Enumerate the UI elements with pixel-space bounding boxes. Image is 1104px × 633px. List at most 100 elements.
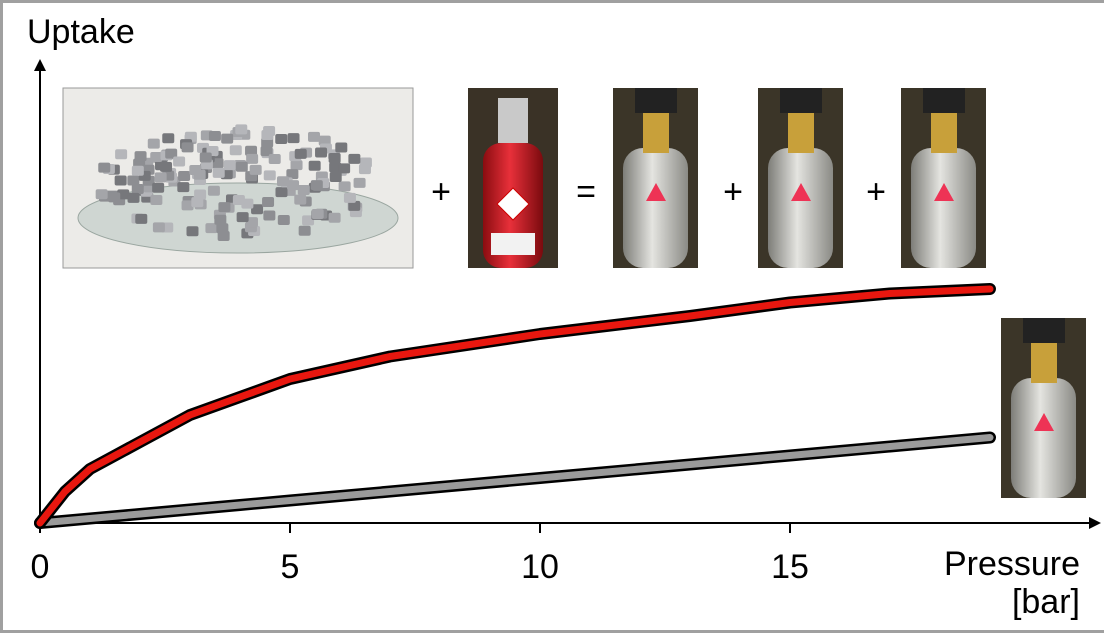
pellet bbox=[263, 211, 275, 221]
pellet bbox=[209, 131, 221, 141]
pellet bbox=[108, 192, 120, 202]
pellet bbox=[213, 168, 225, 178]
bottle-cap bbox=[1023, 318, 1065, 343]
cylinder-label bbox=[491, 233, 535, 255]
pellet bbox=[160, 162, 172, 172]
pellet bbox=[177, 182, 189, 192]
line bbox=[40, 289, 990, 523]
bottle-valve bbox=[931, 113, 957, 153]
line bbox=[40, 438, 990, 524]
pellet bbox=[235, 124, 247, 134]
pellet bbox=[115, 175, 127, 185]
bottle bbox=[1011, 378, 1076, 498]
pellet bbox=[299, 226, 311, 236]
pellet bbox=[335, 143, 347, 153]
pellet bbox=[269, 154, 281, 164]
pellet bbox=[275, 134, 287, 144]
pellet bbox=[338, 163, 350, 173]
pellet bbox=[344, 193, 356, 203]
pellet bbox=[150, 195, 162, 205]
pellet bbox=[189, 165, 201, 175]
operator: = bbox=[576, 173, 596, 211]
bottle bbox=[911, 148, 976, 268]
pellet bbox=[329, 153, 341, 163]
valve bbox=[498, 98, 528, 143]
pellet bbox=[98, 163, 110, 173]
slide: Uptake +=++051015 Pressure [bar] bbox=[0, 0, 1104, 633]
pellet bbox=[311, 180, 323, 190]
pellet bbox=[359, 164, 371, 174]
pellet bbox=[173, 157, 185, 167]
pellet bbox=[230, 145, 242, 155]
pellet bbox=[233, 195, 245, 205]
pellet bbox=[224, 160, 236, 170]
x-tick-label: 0 bbox=[31, 548, 50, 586]
pellet bbox=[261, 130, 273, 140]
pellet bbox=[186, 226, 198, 236]
pellet bbox=[264, 170, 276, 180]
pellet bbox=[152, 183, 164, 193]
pellet bbox=[162, 133, 174, 143]
pellet bbox=[132, 184, 144, 194]
pellet bbox=[221, 134, 233, 144]
pellet bbox=[236, 162, 248, 172]
x-tick-label: 10 bbox=[521, 548, 559, 586]
pellet bbox=[354, 178, 366, 188]
pellet bbox=[218, 202, 230, 212]
pellet bbox=[278, 215, 290, 225]
pellet bbox=[246, 154, 258, 164]
pellet bbox=[312, 209, 324, 219]
pellet bbox=[329, 213, 341, 223]
operator: + bbox=[866, 173, 886, 211]
pellet bbox=[96, 189, 108, 199]
pellet bbox=[153, 222, 165, 232]
pellet bbox=[200, 152, 212, 162]
bottle bbox=[768, 148, 833, 268]
pellet bbox=[339, 181, 351, 191]
pellet bbox=[150, 152, 162, 162]
y-axis-label: Uptake bbox=[27, 13, 135, 51]
bottle-valve bbox=[788, 113, 814, 153]
pellet bbox=[182, 142, 194, 152]
bottle bbox=[623, 148, 688, 268]
pellet bbox=[294, 195, 306, 205]
pellet bbox=[218, 231, 230, 241]
pellet bbox=[214, 215, 226, 225]
bottle-cap bbox=[923, 88, 965, 113]
x-tick-label: 5 bbox=[281, 548, 300, 586]
bottle-cap bbox=[635, 88, 677, 113]
pellet bbox=[128, 193, 140, 203]
pellet bbox=[275, 187, 287, 197]
pellet bbox=[277, 176, 289, 186]
pellet bbox=[309, 161, 321, 171]
pellet bbox=[315, 147, 327, 157]
line-outline bbox=[40, 289, 990, 523]
pellet bbox=[178, 171, 190, 181]
operator: + bbox=[431, 173, 451, 211]
bottle-valve bbox=[643, 113, 669, 153]
pellet bbox=[208, 186, 220, 196]
pellet bbox=[237, 212, 249, 222]
x-arrow bbox=[1089, 517, 1101, 529]
pellet bbox=[298, 185, 310, 195]
pellet bbox=[250, 165, 262, 175]
y-arrow bbox=[34, 59, 46, 71]
pellet bbox=[135, 214, 147, 224]
x-tick-label: 15 bbox=[771, 548, 809, 586]
pellet bbox=[295, 149, 307, 159]
pellet bbox=[148, 139, 160, 149]
pellet bbox=[330, 172, 342, 182]
chart: Uptake + = + +0 5 10 15 bbox=[3, 3, 1104, 633]
operator: + bbox=[723, 173, 743, 211]
pellet bbox=[308, 132, 320, 142]
pellet bbox=[348, 154, 360, 164]
bottle-cap bbox=[780, 88, 822, 113]
bottle-valve bbox=[1031, 343, 1057, 383]
pellet bbox=[115, 149, 127, 159]
pellet bbox=[191, 197, 203, 207]
pellet bbox=[135, 151, 147, 161]
pellet bbox=[132, 166, 144, 176]
pellet bbox=[262, 197, 274, 207]
pellet bbox=[288, 133, 300, 143]
pellet bbox=[155, 172, 167, 182]
